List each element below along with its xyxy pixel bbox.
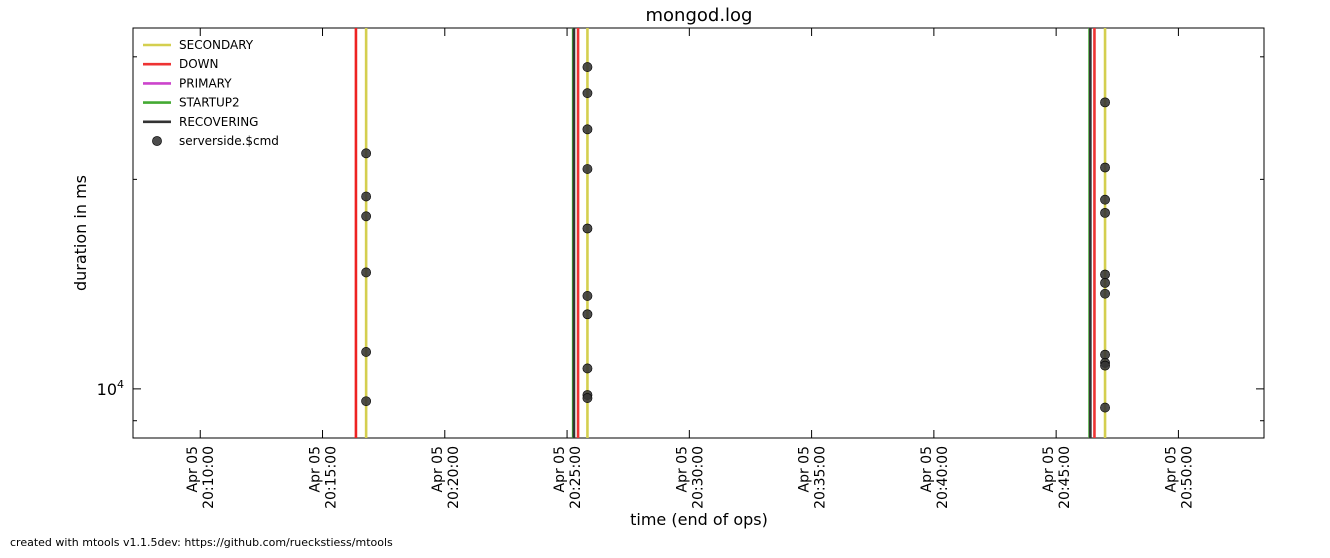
x-tick-label-date: Apr 05 <box>797 446 813 492</box>
data-point-19 <box>1100 207 1110 218</box>
x-tick-label-time: 20:30:00 <box>690 446 706 509</box>
data-point-3 <box>361 267 372 278</box>
x-tick-label-date: Apr 05 <box>919 446 935 492</box>
x-tick-label-4: Apr 05 20:30:00 <box>674 446 706 509</box>
data-point-9 <box>582 164 593 174</box>
data-point-2 <box>361 211 372 222</box>
data-point-7 <box>582 88 593 99</box>
x-tick-label-time: 20:50:00 <box>1179 446 1195 509</box>
x-tick-label-2: Apr 05 20:20:00 <box>430 446 462 509</box>
x-tick-label-time: 20:45:00 <box>1057 446 1073 509</box>
legend-label: SECONDARY <box>179 38 254 52</box>
legend-marker <box>152 136 162 146</box>
x-tick-label-8: Apr 05 20:50:00 <box>1163 446 1195 509</box>
x-tick-label-3: Apr 05 20:25:00 <box>552 446 584 509</box>
footer-credit: created with mtools v1.1.5dev: https://g… <box>10 536 393 549</box>
legend: SECONDARY DOWN PRIMARY STARTUP2 RECOVERING se… <box>143 38 279 148</box>
x-tick-label-time: 20:20:00 <box>446 446 462 509</box>
data-point-12 <box>582 309 593 320</box>
data-point-10 <box>582 223 593 234</box>
legend-item-secondary: SECONDARY <box>143 38 254 52</box>
x-tick-label-1: Apr 05 20:15:00 <box>308 446 340 509</box>
data-point-11 <box>582 291 593 301</box>
data-point-22 <box>1100 288 1110 299</box>
legend-item-startup2: STARTUP2 <box>143 96 240 110</box>
chart: mongod.log 104 Apr 05 20:10:00 Apr 05 20:15… <box>71 5 1265 529</box>
x-tick-label-date: Apr 05 <box>430 446 446 492</box>
data-point-4 <box>361 347 372 357</box>
data-point-20 <box>1100 269 1110 280</box>
legend-item-primary: PRIMARY <box>143 76 232 90</box>
chart-title: mongod.log <box>646 5 753 26</box>
data-point-6 <box>582 62 593 72</box>
data-point-8 <box>582 124 593 135</box>
legend-label: DOWN <box>179 57 219 71</box>
x-tick-label-date: Apr 05 <box>552 446 568 492</box>
data-point-23 <box>1100 349 1110 360</box>
x-tick-label-date: Apr 05 <box>308 446 324 492</box>
x-tick-label-5: Apr 05 20:35:00 <box>797 446 829 509</box>
data-point-25 <box>1100 360 1110 371</box>
y-axis-label: duration in ms <box>71 175 90 291</box>
legend-item-down: DOWN <box>143 57 219 71</box>
legend-label: STARTUP2 <box>179 96 240 110</box>
x-tick-label-0: Apr 05 20:10:00 <box>185 446 217 509</box>
x-tick-label-7: Apr 05 20:45:00 <box>1041 446 1073 509</box>
x-tick-label-6: Apr 05 20:40:00 <box>919 446 951 509</box>
legend-label: serverside.$cmd <box>179 134 279 148</box>
data-point-1 <box>361 191 372 202</box>
x-tick-label-time: 20:40:00 <box>935 446 951 509</box>
data-point-5 <box>361 396 372 407</box>
legend-label: RECOVERING <box>179 115 258 129</box>
y-tick-label-0: 104 <box>97 378 124 399</box>
data-point-15 <box>582 393 593 403</box>
data-point-16 <box>1100 97 1110 108</box>
x-tick-label-time: 20:25:00 <box>568 446 584 509</box>
x-tick-label-date: Apr 05 <box>1163 446 1179 492</box>
data-point-13 <box>582 363 593 374</box>
legend-label: PRIMARY <box>179 76 232 90</box>
data-point-0 <box>361 148 372 159</box>
x-tick-label-date: Apr 05 <box>1041 446 1057 492</box>
x-axis-label: time (end of ops) <box>630 510 768 529</box>
x-tick-label-time: 20:35:00 <box>813 446 829 509</box>
x-tick-label-time: 20:15:00 <box>324 446 340 509</box>
data-point-21 <box>1100 277 1110 288</box>
plot-area <box>132 27 1265 439</box>
x-tick-label-date: Apr 05 <box>185 446 201 492</box>
x-tick-label-date: Apr 05 <box>674 446 690 492</box>
data-point-17 <box>1100 162 1110 173</box>
legend-item-serverside-cmd: serverside.$cmd <box>152 134 279 148</box>
data-point-18 <box>1100 194 1110 205</box>
x-tick-label-time: 20:10:00 <box>201 446 217 509</box>
legend-item-recovering: RECOVERING <box>143 115 258 129</box>
data-point-26 <box>1100 402 1110 413</box>
